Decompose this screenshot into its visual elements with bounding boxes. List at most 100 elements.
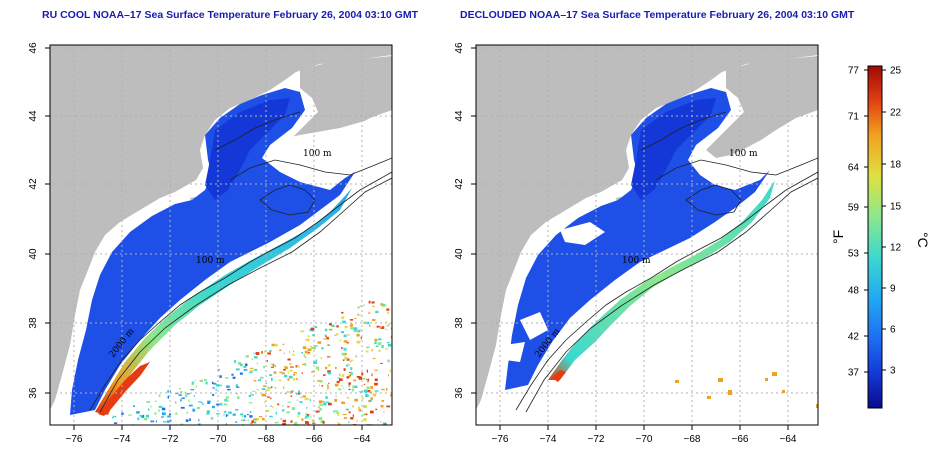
- sst-speckle: [304, 350, 308, 354]
- land-nova-scotia: [280, 56, 392, 158]
- sst-speckle: [137, 417, 140, 421]
- sst-speckle: [264, 350, 267, 353]
- sst-speckle: [112, 417, 114, 419]
- sst-speckle: [374, 382, 378, 386]
- sst-speckle: [253, 380, 257, 382]
- sst-speckle: [341, 374, 345, 377]
- sst-speckle: [322, 338, 325, 340]
- sst-speckle: [302, 395, 306, 398]
- sst-speckle: [312, 422, 316, 424]
- sst-speckle: [269, 387, 272, 389]
- sst-speckle: [241, 419, 244, 422]
- sst-speckle: [348, 363, 351, 366]
- sst-speckle: [154, 412, 157, 415]
- sst-speckle: [181, 397, 185, 399]
- sst-speckle: [283, 352, 286, 354]
- sst-speckle: [353, 379, 356, 382]
- sst-speckle: [358, 391, 361, 393]
- sst-speckle: [366, 369, 368, 373]
- sst-speckle: [342, 413, 347, 415]
- sst-speckle: [328, 382, 330, 384]
- sst-speckle: [350, 327, 354, 330]
- x-tick-label: −64: [780, 434, 797, 445]
- sst-speckle: [318, 400, 323, 403]
- sst-speckle: [328, 402, 332, 406]
- sst-speckle: [231, 373, 234, 376]
- sst-speckle: [351, 388, 354, 392]
- sst-speckle: [380, 362, 383, 364]
- sst-speckle: [195, 385, 198, 388]
- sst-speckle: [235, 421, 238, 423]
- sst-speckle: [311, 419, 315, 422]
- sst-speckle: [344, 348, 346, 350]
- sst-speckle: [281, 372, 285, 375]
- sst-speckle: [384, 422, 387, 425]
- sst-speckle: [341, 401, 346, 404]
- sst-speckle: [291, 407, 296, 410]
- sst-speckle: [371, 349, 373, 352]
- land-north: [50, 45, 392, 410]
- sst-speckle: [361, 372, 364, 376]
- sst-speckle: [243, 365, 247, 368]
- sst-speckle: [254, 368, 258, 371]
- sst-speckle: [349, 319, 354, 321]
- y-tick-label: 46: [28, 42, 39, 54]
- sst-speckle: [305, 415, 309, 418]
- sst-speckle: [186, 411, 188, 414]
- y-tick-label: 38: [454, 317, 465, 329]
- contour-label-100m-b: 100 m: [196, 256, 225, 266]
- y-tick-label: 42: [28, 178, 39, 190]
- sst-speckle: [154, 400, 157, 403]
- sst-speckle: [342, 320, 346, 324]
- sst-speckle: [306, 352, 311, 355]
- sst-speckle: [390, 335, 392, 339]
- sst-speckle: [375, 310, 379, 314]
- sst-speckle: [280, 418, 282, 420]
- sst-speckle: [363, 389, 368, 393]
- y-tick-label: 44: [454, 110, 465, 122]
- sst-speckle: [169, 413, 171, 416]
- colorbar-ramp: [867, 65, 883, 409]
- sst-speckle: [363, 404, 366, 407]
- sst-speckle: [270, 405, 272, 407]
- sst-speckle: [310, 347, 315, 350]
- sst-speckle: [282, 409, 284, 413]
- sst-speckle: [356, 333, 360, 337]
- sst-speckle: [326, 389, 328, 391]
- sst-speckle: [387, 343, 392, 347]
- sst-speckle: [261, 351, 263, 354]
- contour-label-100m-b: 100 m: [622, 256, 651, 266]
- sst-speckle: [178, 394, 182, 396]
- sst-speckle: [272, 406, 274, 409]
- sst-speckle: [386, 325, 389, 327]
- sst-speckle: [380, 303, 384, 306]
- sst-speckle: [264, 401, 266, 404]
- sst-speckle: [253, 418, 257, 421]
- sst-speckle: [219, 375, 222, 378]
- sst-speckle: [293, 372, 297, 374]
- sst-speckle: [296, 365, 300, 368]
- sst-speckle: [220, 402, 223, 406]
- graticule: [50, 45, 392, 425]
- sst-speckle: [206, 412, 210, 415]
- sst-speckle: [261, 393, 266, 397]
- sst-speckle: [245, 355, 249, 358]
- sst-speckle: [180, 423, 184, 425]
- sst-speckle: [325, 335, 327, 338]
- sst-speckle: [352, 405, 354, 408]
- sst-speckle: [252, 390, 256, 392]
- sst-speckle: [302, 363, 305, 366]
- sst-speckle: [341, 347, 343, 350]
- sst-speckle: [380, 405, 384, 408]
- sst-speckle: [307, 335, 310, 338]
- sst-speckle: [346, 342, 349, 344]
- sst-speckle: [382, 304, 385, 306]
- sst-speckle: [348, 382, 351, 385]
- sst-speckle: [224, 377, 229, 379]
- colorbar-unit-fahrenheit: °F: [830, 230, 846, 244]
- sst-speckle: [296, 392, 298, 395]
- sst-speckle: [360, 305, 363, 307]
- sst-speckle: [267, 352, 271, 355]
- sst-speckle: [325, 401, 330, 403]
